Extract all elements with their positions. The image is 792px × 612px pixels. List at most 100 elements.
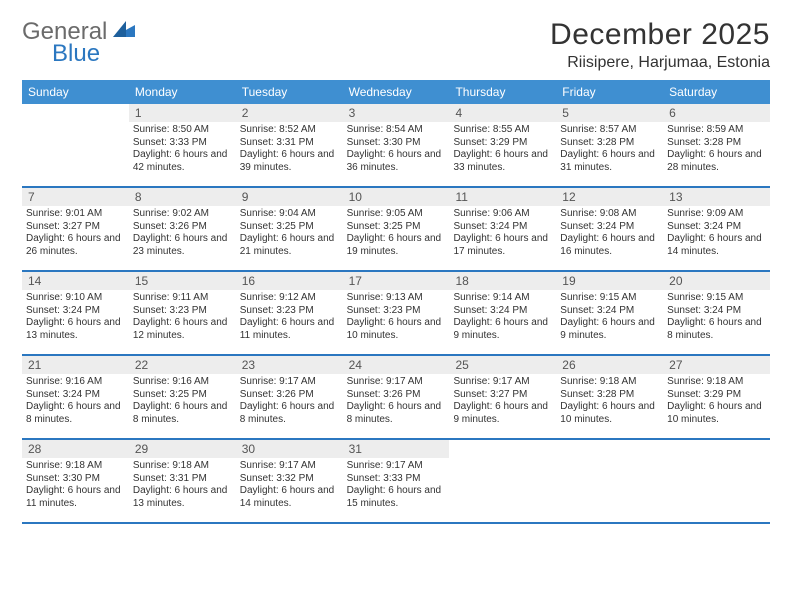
day-cell: 18Sunrise: 9:14 AMSunset: 3:24 PMDayligh… [449, 272, 556, 354]
day-body: Sunrise: 9:17 AMSunset: 3:26 PMDaylight:… [236, 374, 343, 430]
day-number: 17 [343, 272, 450, 290]
sunrise-text: Sunrise: 9:11 AM [133, 292, 232, 305]
day-number: 23 [236, 356, 343, 374]
day-cell: 2Sunrise: 8:52 AMSunset: 3:31 PMDaylight… [236, 104, 343, 186]
day-number: 22 [129, 356, 236, 374]
day-body: Sunrise: 8:54 AMSunset: 3:30 PMDaylight:… [343, 122, 450, 178]
sunset-text: Sunset: 3:24 PM [453, 305, 552, 318]
daylight-text: Daylight: 6 hours and 39 minutes. [240, 149, 339, 174]
day-body [449, 458, 556, 464]
day-body: Sunrise: 9:17 AMSunset: 3:27 PMDaylight:… [449, 374, 556, 430]
day-number: 12 [556, 188, 663, 206]
day-number: 24 [343, 356, 450, 374]
daylight-text: Daylight: 6 hours and 21 minutes. [240, 233, 339, 258]
sunrise-text: Sunrise: 8:59 AM [667, 124, 766, 137]
sunrise-text: Sunrise: 9:06 AM [453, 208, 552, 221]
dow-monday: Monday [129, 80, 236, 104]
day-number: 18 [449, 272, 556, 290]
day-body: Sunrise: 9:04 AMSunset: 3:25 PMDaylight:… [236, 206, 343, 262]
day-body: Sunrise: 9:15 AMSunset: 3:24 PMDaylight:… [556, 290, 663, 346]
daylight-text: Daylight: 6 hours and 26 minutes. [26, 233, 125, 258]
day-cell: 17Sunrise: 9:13 AMSunset: 3:23 PMDayligh… [343, 272, 450, 354]
day-body: Sunrise: 9:15 AMSunset: 3:24 PMDaylight:… [663, 290, 770, 346]
sunrise-text: Sunrise: 9:17 AM [347, 460, 446, 473]
day-body: Sunrise: 9:18 AMSunset: 3:30 PMDaylight:… [22, 458, 129, 514]
day-body: Sunrise: 9:17 AMSunset: 3:33 PMDaylight:… [343, 458, 450, 514]
sunset-text: Sunset: 3:24 PM [560, 305, 659, 318]
sunrise-text: Sunrise: 8:55 AM [453, 124, 552, 137]
daylight-text: Daylight: 6 hours and 9 minutes. [453, 401, 552, 426]
logo: GeneralBlue [22, 18, 133, 68]
sunset-text: Sunset: 3:25 PM [133, 389, 232, 402]
sunrise-text: Sunrise: 9:18 AM [560, 376, 659, 389]
day-number: 6 [663, 104, 770, 122]
daylight-text: Daylight: 6 hours and 14 minutes. [240, 485, 339, 510]
day-cell: 1Sunrise: 8:50 AMSunset: 3:33 PMDaylight… [129, 104, 236, 186]
day-body: Sunrise: 8:52 AMSunset: 3:31 PMDaylight:… [236, 122, 343, 178]
day-cell: 19Sunrise: 9:15 AMSunset: 3:24 PMDayligh… [556, 272, 663, 354]
day-cell: 28Sunrise: 9:18 AMSunset: 3:30 PMDayligh… [22, 440, 129, 522]
sunrise-text: Sunrise: 9:09 AM [667, 208, 766, 221]
day-cell: 14Sunrise: 9:10 AMSunset: 3:24 PMDayligh… [22, 272, 129, 354]
sunrise-text: Sunrise: 9:16 AM [133, 376, 232, 389]
sunrise-text: Sunrise: 9:05 AM [347, 208, 446, 221]
calendar: Sunday Monday Tuesday Wednesday Thursday… [22, 80, 770, 524]
sunset-text: Sunset: 3:27 PM [453, 389, 552, 402]
sunrise-text: Sunrise: 8:57 AM [560, 124, 659, 137]
day-number: 25 [449, 356, 556, 374]
day-body [22, 122, 129, 128]
day-body: Sunrise: 9:01 AMSunset: 3:27 PMDaylight:… [22, 206, 129, 262]
day-number: 4 [449, 104, 556, 122]
day-number: 26 [556, 356, 663, 374]
sunset-text: Sunset: 3:23 PM [240, 305, 339, 318]
sunrise-text: Sunrise: 9:16 AM [26, 376, 125, 389]
day-body: Sunrise: 9:10 AMSunset: 3:24 PMDaylight:… [22, 290, 129, 346]
daylight-text: Daylight: 6 hours and 17 minutes. [453, 233, 552, 258]
day-body: Sunrise: 9:17 AMSunset: 3:26 PMDaylight:… [343, 374, 450, 430]
daylight-text: Daylight: 6 hours and 42 minutes. [133, 149, 232, 174]
day-cell [663, 440, 770, 522]
sunset-text: Sunset: 3:30 PM [26, 473, 125, 486]
week-row: 14Sunrise: 9:10 AMSunset: 3:24 PMDayligh… [22, 272, 770, 356]
day-cell: 27Sunrise: 9:18 AMSunset: 3:29 PMDayligh… [663, 356, 770, 438]
day-body: Sunrise: 9:05 AMSunset: 3:25 PMDaylight:… [343, 206, 450, 262]
day-body: Sunrise: 9:02 AMSunset: 3:26 PMDaylight:… [129, 206, 236, 262]
day-number: 28 [22, 440, 129, 458]
day-body: Sunrise: 9:11 AMSunset: 3:23 PMDaylight:… [129, 290, 236, 346]
daylight-text: Daylight: 6 hours and 8 minutes. [240, 401, 339, 426]
day-number: 8 [129, 188, 236, 206]
logo-text-blue: Blue [52, 40, 133, 68]
sunrise-text: Sunrise: 9:14 AM [453, 292, 552, 305]
sunset-text: Sunset: 3:26 PM [347, 389, 446, 402]
daylight-text: Daylight: 6 hours and 23 minutes. [133, 233, 232, 258]
day-body: Sunrise: 9:18 AMSunset: 3:28 PMDaylight:… [556, 374, 663, 430]
sunset-text: Sunset: 3:24 PM [26, 389, 125, 402]
sunrise-text: Sunrise: 9:18 AM [667, 376, 766, 389]
sunrise-text: Sunrise: 9:01 AM [26, 208, 125, 221]
dow-friday: Friday [556, 80, 663, 104]
day-body: Sunrise: 9:16 AMSunset: 3:24 PMDaylight:… [22, 374, 129, 430]
daylight-text: Daylight: 6 hours and 12 minutes. [133, 317, 232, 342]
sunset-text: Sunset: 3:29 PM [667, 389, 766, 402]
daylight-text: Daylight: 6 hours and 10 minutes. [560, 401, 659, 426]
sunrise-text: Sunrise: 9:17 AM [453, 376, 552, 389]
sunrise-text: Sunrise: 9:17 AM [240, 376, 339, 389]
weeks-container: 1Sunrise: 8:50 AMSunset: 3:33 PMDaylight… [22, 104, 770, 524]
day-body: Sunrise: 9:16 AMSunset: 3:25 PMDaylight:… [129, 374, 236, 430]
day-cell: 24Sunrise: 9:17 AMSunset: 3:26 PMDayligh… [343, 356, 450, 438]
day-body: Sunrise: 8:57 AMSunset: 3:28 PMDaylight:… [556, 122, 663, 178]
daylight-text: Daylight: 6 hours and 16 minutes. [560, 233, 659, 258]
day-body: Sunrise: 9:08 AMSunset: 3:24 PMDaylight:… [556, 206, 663, 262]
sunset-text: Sunset: 3:25 PM [347, 221, 446, 234]
sunset-text: Sunset: 3:30 PM [347, 137, 446, 150]
sunrise-text: Sunrise: 9:12 AM [240, 292, 339, 305]
day-number: 10 [343, 188, 450, 206]
day-number: 7 [22, 188, 129, 206]
sunrise-text: Sunrise: 9:10 AM [26, 292, 125, 305]
daylight-text: Daylight: 6 hours and 10 minutes. [667, 401, 766, 426]
daylight-text: Daylight: 6 hours and 36 minutes. [347, 149, 446, 174]
day-cell: 11Sunrise: 9:06 AMSunset: 3:24 PMDayligh… [449, 188, 556, 270]
day-cell: 6Sunrise: 8:59 AMSunset: 3:28 PMDaylight… [663, 104, 770, 186]
sunrise-text: Sunrise: 9:15 AM [667, 292, 766, 305]
day-body [556, 458, 663, 464]
